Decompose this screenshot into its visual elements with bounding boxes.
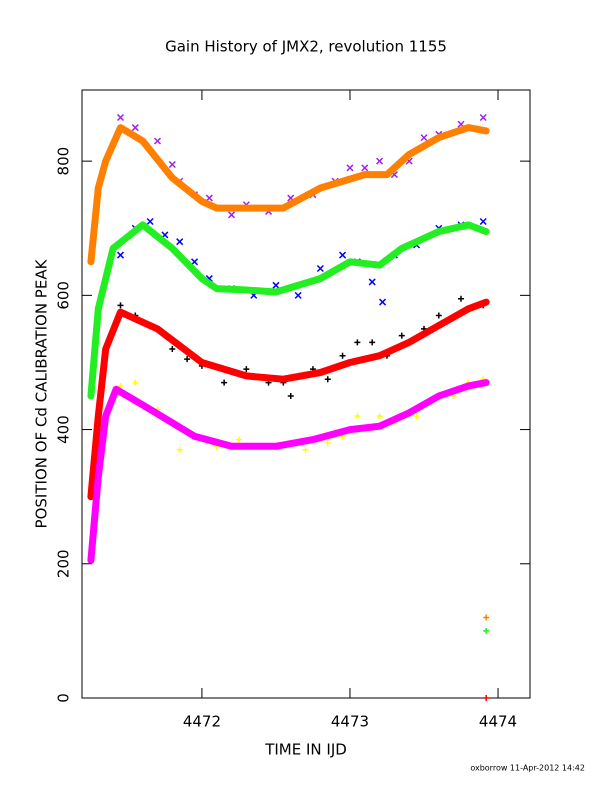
- data-point: [398, 332, 405, 339]
- data-point: [479, 113, 487, 122]
- data-point: [354, 339, 361, 346]
- data-point: [324, 376, 331, 383]
- data-point: [131, 124, 139, 132]
- data-point: [168, 160, 176, 169]
- data-point: [221, 379, 228, 386]
- data-point: [361, 164, 369, 172]
- data-point: [413, 413, 420, 420]
- data-point: [184, 356, 191, 363]
- data-point: [368, 278, 376, 286]
- data-point: [435, 312, 442, 319]
- fit-line: [87, 298, 490, 501]
- data-point: [228, 211, 236, 219]
- data-point: [294, 291, 302, 299]
- fit-line: [87, 379, 490, 564]
- data-point: [324, 439, 331, 446]
- fit-line: [87, 124, 490, 266]
- x-tick-label: 4472: [183, 713, 221, 731]
- data-point: [272, 281, 280, 289]
- data-point: [458, 295, 465, 302]
- data-point: [376, 157, 384, 165]
- y-tick-label: 200: [55, 549, 73, 578]
- data-point: [483, 695, 490, 701]
- data-point: [116, 113, 125, 122]
- data-point: [176, 446, 183, 453]
- data-point: [369, 339, 376, 346]
- data-point: [190, 258, 199, 266]
- data-point: [153, 137, 162, 145]
- y-axis-label: POSITION OF Cd CALIBRATION PEAK: [33, 258, 51, 528]
- data-point: [117, 302, 124, 309]
- y-tick-label: 400: [55, 415, 73, 444]
- x-tick-label: 4474: [479, 713, 517, 731]
- data-point: [376, 413, 383, 420]
- x-tick-label: 4473: [331, 713, 369, 731]
- data-point: [339, 251, 347, 259]
- data-point: [243, 366, 250, 373]
- data-point: [379, 298, 387, 306]
- fit-line: [87, 221, 490, 400]
- data-point: [339, 352, 346, 359]
- data-point: [146, 218, 154, 226]
- data-point: [354, 413, 361, 420]
- data-point: [235, 436, 242, 443]
- chart-title: Gain History of JMX2, revolution 1155: [165, 38, 447, 56]
- data-point: [287, 393, 294, 400]
- data-point: [302, 446, 309, 453]
- x-axis-label: TIME IN IJD: [264, 741, 347, 759]
- y-tick-label: 800: [55, 147, 73, 176]
- data-point: [479, 218, 487, 226]
- data-point: [169, 346, 176, 353]
- data-point: [483, 614, 490, 621]
- y-tick-label: 0: [55, 693, 73, 703]
- y-tick-label: 600: [55, 281, 73, 310]
- footer: oxborrow 11-Apr-2012 14:42: [470, 764, 585, 773]
- data-point: [346, 164, 354, 172]
- data-point: [316, 264, 324, 273]
- data-point: [116, 251, 125, 259]
- plot-frame: [81, 89, 531, 699]
- data-point: [483, 627, 490, 634]
- data-point: [176, 238, 184, 246]
- data-point: [420, 134, 428, 142]
- data-point: [132, 379, 139, 386]
